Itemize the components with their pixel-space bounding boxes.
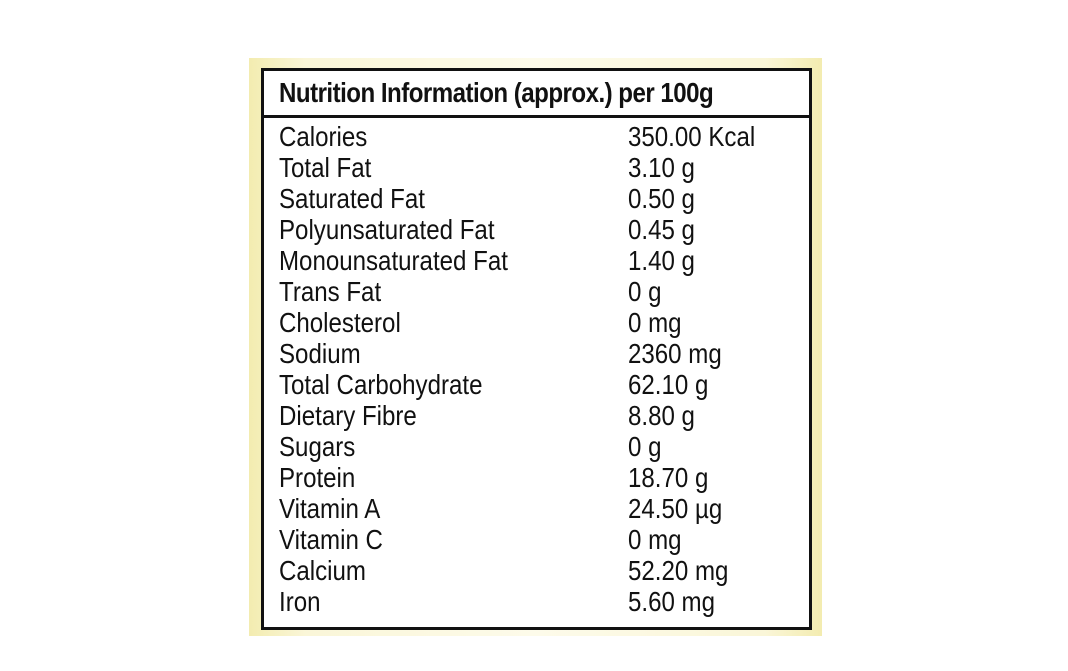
nutrient-name: Dietary Fibre [279, 400, 417, 431]
panel-title: Nutrition Information (approx.) per 100g [279, 77, 714, 108]
nutrient-list: Calories 350.00 Kcal Total Fat 3.10 g Sa… [279, 121, 799, 617]
nutrient-row: Total Fat 3.10 g [279, 152, 799, 183]
nutrient-amount: 0.45 g [628, 214, 695, 245]
nutrient-name: Saturated Fat [279, 183, 425, 214]
nutrient-amount: 18.70 g [628, 462, 709, 493]
nutrient-amount: 0 mg [628, 307, 682, 338]
nutrient-row: Cholesterol 0 mg [279, 307, 799, 338]
nutrient-name: Vitamin C [279, 524, 383, 555]
nutrient-amount: 0 g [628, 431, 662, 462]
nutrient-amount: 3.10 g [628, 152, 695, 183]
nutrient-name: Calories [279, 121, 368, 152]
nutrient-row: Sodium 2360 mg [279, 338, 799, 369]
panel-header: Nutrition Information (approx.) per 100g [264, 71, 809, 118]
nutrient-amount: 52.20 mg [628, 555, 729, 586]
nutrient-amount: 0 g [628, 276, 662, 307]
nutrient-name: Sodium [279, 338, 361, 369]
nutrient-row: Saturated Fat 0.50 g [279, 183, 799, 214]
nutrient-row: Sugars 0 g [279, 431, 799, 462]
nutrient-amount: 2360 mg [628, 338, 722, 369]
nutrient-name: Trans Fat [279, 276, 382, 307]
nutrient-name: Cholesterol [279, 307, 401, 338]
nutrient-name: Protein [279, 462, 356, 493]
nutrient-row: Dietary Fibre 8.80 g [279, 400, 799, 431]
nutrient-name: Total Carbohydrate [279, 369, 483, 400]
nutrient-amount: 24.50 µg [628, 493, 723, 524]
nutrient-amount: 350.00 Kcal [628, 121, 756, 152]
nutrient-row: Total Carbohydrate 62.10 g [279, 369, 799, 400]
nutrient-row: Vitamin A 24.50 µg [279, 493, 799, 524]
nutrient-row: Trans Fat 0 g [279, 276, 799, 307]
nutrient-row: Calories 350.00 Kcal [279, 121, 799, 152]
nutrient-row: Monounsaturated Fat 1.40 g [279, 245, 799, 276]
nutrient-row: Iron 5.60 mg [279, 586, 799, 617]
nutrient-row: Polyunsaturated Fat 0.45 g [279, 214, 799, 245]
nutrient-name: Polyunsaturated Fat [279, 214, 495, 245]
nutrient-name: Monounsaturated Fat [279, 245, 508, 276]
nutrient-name: Iron [279, 586, 321, 617]
nutrient-name: Sugars [279, 431, 356, 462]
nutrient-row: Calcium 52.20 mg [279, 555, 799, 586]
nutrient-amount: 62.10 g [628, 369, 709, 400]
nutrient-amount: 0.50 g [628, 183, 695, 214]
nutrient-name: Total Fat [279, 152, 372, 183]
nutrition-info-panel: Nutrition Information (approx.) per 100g… [261, 68, 812, 630]
nutrient-name: Vitamin A [279, 493, 381, 524]
nutrient-row: Protein 18.70 g [279, 462, 799, 493]
nutrient-amount: 1.40 g [628, 245, 695, 276]
nutrient-amount: 8.80 g [628, 400, 695, 431]
nutrient-row: Vitamin C 0 mg [279, 524, 799, 555]
nutrient-amount: 0 mg [628, 524, 682, 555]
nutrient-name: Calcium [279, 555, 366, 586]
nutrient-amount: 5.60 mg [628, 586, 716, 617]
